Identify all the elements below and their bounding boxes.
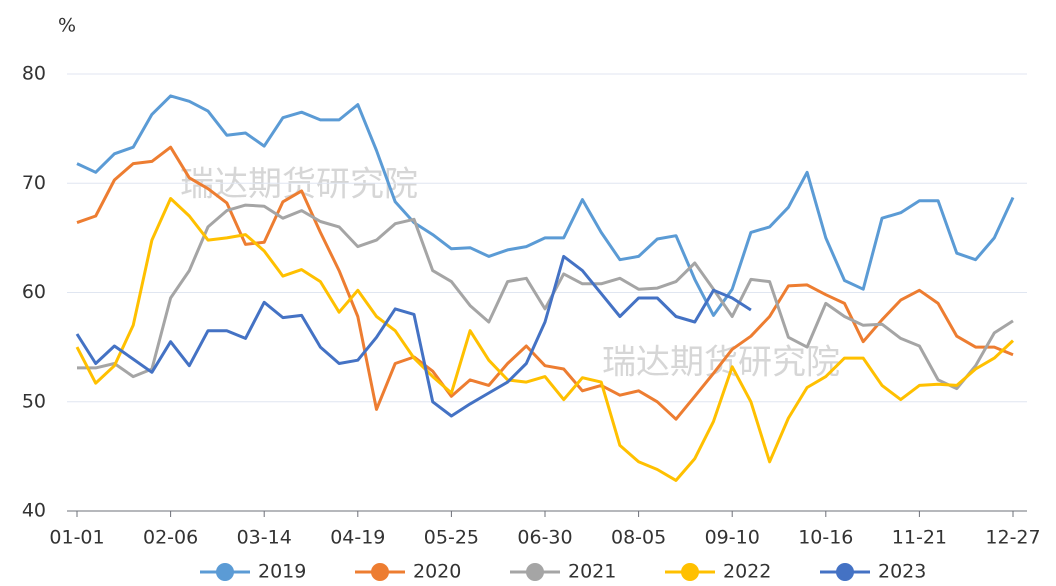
x-tick-label: 11-21 [892, 527, 947, 549]
y-tick-label: 80 [22, 63, 46, 85]
legend-marker [371, 563, 389, 581]
y-tick-label: 60 [22, 281, 46, 303]
y-tick-label: 70 [22, 172, 46, 194]
x-tick-label: 05-25 [424, 527, 479, 549]
legend-marker [526, 563, 544, 581]
x-tick-label: 09-10 [705, 527, 760, 549]
x-tick-label: 10-16 [798, 527, 853, 549]
x-tick-label: 08-05 [611, 527, 666, 549]
series-line [75, 197, 1015, 482]
series-line [76, 94, 1015, 317]
legend-label: 2020 [413, 561, 461, 583]
y-tick-label: 50 [22, 390, 46, 412]
legend-marker [681, 563, 699, 581]
legend-label: 2023 [878, 561, 926, 583]
legend-label: 2022 [723, 561, 771, 583]
y-axis-label: % [58, 15, 76, 37]
x-tick-label: 12-27 [985, 527, 1040, 549]
x-tick-label: 01-01 [49, 527, 104, 549]
series-line [75, 254, 752, 418]
series-line [76, 145, 1014, 421]
x-tick-label: 02-06 [143, 527, 198, 549]
series-line [77, 203, 1014, 391]
x-tick-label: 04-19 [330, 527, 385, 549]
legend-marker [216, 563, 234, 581]
legend-label: 2019 [258, 561, 306, 583]
legend-label: 2021 [568, 561, 616, 583]
x-tick-label: 03-14 [237, 527, 292, 549]
y-tick-label: 40 [22, 500, 46, 522]
x-tick-label: 06-30 [517, 527, 572, 549]
legend-marker [836, 563, 854, 581]
